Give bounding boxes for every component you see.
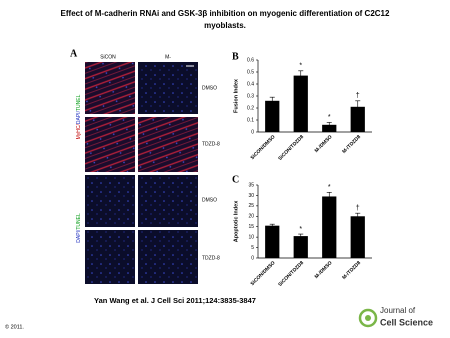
- y-tick-label: 5: [251, 245, 254, 251]
- y-tick-label: 30: [248, 193, 254, 199]
- y-tick-label: 0: [251, 255, 254, 261]
- stain-label: DAPI/TUNEL: [76, 213, 82, 243]
- micrograph: [85, 62, 135, 114]
- bar: [350, 216, 365, 258]
- micrograph: [138, 175, 198, 227]
- row-label: DMSO: [202, 197, 217, 203]
- bar: [293, 75, 308, 132]
- panel-label: C: [232, 174, 239, 185]
- x-tick-label: M-/DMSO: [314, 134, 334, 154]
- error-bar: [269, 223, 275, 228]
- significance-mark: †: [356, 93, 360, 100]
- bar: [293, 236, 308, 258]
- bar: [265, 225, 280, 258]
- y-axis-label: Apoptotic Index: [233, 200, 239, 242]
- stain-part: DAPI/: [76, 229, 82, 243]
- copyright: © 2011.: [5, 323, 24, 330]
- column-label: M-: [165, 54, 171, 60]
- error-bar: [326, 122, 332, 128]
- significance-mark: *: [299, 63, 302, 70]
- y-axis-label: Fusion Index: [233, 78, 239, 113]
- y-tick-label: 0.3: [247, 93, 254, 99]
- logo-text: Cell Science: [380, 317, 433, 327]
- y-tick-label: 15: [248, 224, 254, 230]
- x-tick-label: M-/DMSO: [314, 260, 334, 280]
- panel-label: B: [232, 51, 239, 62]
- y-tick-label: 0.1: [247, 117, 254, 123]
- error-bar: [298, 70, 304, 81]
- micrograph: [85, 175, 135, 227]
- error-bar: [326, 192, 332, 201]
- x-tick-label: SiCON/DMSO: [250, 134, 277, 161]
- y-tick-label: 0.2: [247, 105, 254, 111]
- error-bar: [355, 212, 361, 220]
- row-label: DMSO: [202, 85, 217, 91]
- bar: [265, 100, 280, 132]
- y-tick-label: 0: [251, 129, 254, 135]
- micrograph: [138, 117, 198, 172]
- stain-part: TUNEL: [76, 213, 82, 230]
- citation: Yan Wang et al. J Cell Sci 2011;124:3835…: [94, 296, 256, 305]
- x-tick-label: SiCON/DMSO: [250, 260, 277, 287]
- micrograph: [138, 62, 198, 114]
- significance-mark: †: [356, 205, 360, 212]
- y-tick-label: 0.5: [247, 69, 254, 75]
- micrograph: [85, 230, 135, 284]
- y-tick-label: 0.6: [247, 57, 254, 63]
- stain-part: TUNEL: [76, 94, 82, 111]
- y-tick-label: 35: [248, 182, 254, 188]
- row-label: TDZD-8: [202, 141, 220, 147]
- micrographs: [85, 62, 198, 284]
- row-label: TDZD-8: [202, 255, 220, 261]
- journal-logo: Journal of Cell Science: [358, 306, 433, 328]
- y-tick-label: 10: [248, 234, 254, 240]
- x-tick-label: SiCON/TDZD8: [277, 260, 305, 288]
- error-bar: [355, 100, 361, 114]
- bar: [322, 124, 337, 132]
- panel-label: A: [70, 48, 78, 59]
- logo-icon: [365, 315, 371, 321]
- y-tick-label: 25: [248, 203, 254, 209]
- error-bar: [269, 96, 275, 105]
- y-tick-label: 20: [248, 214, 254, 220]
- title: Effect of M-cadherin RNAi and GSK-3β inh…: [61, 9, 390, 18]
- bar: [322, 196, 337, 258]
- x-tick-label: SiCON/TDZD8: [277, 134, 305, 162]
- title: myoblasts.: [204, 21, 246, 30]
- error-bar: [298, 233, 304, 239]
- micrograph: [138, 230, 198, 284]
- x-tick-label: M-/TDZD8: [341, 134, 362, 155]
- significance-mark: *: [299, 226, 302, 233]
- column-label: SiCON: [100, 54, 116, 60]
- stain-part: DAPI/: [76, 110, 82, 124]
- y-tick-label: 0.4: [247, 81, 254, 87]
- stain-label: MyHC/DAPI/TUNEL: [76, 94, 82, 139]
- logo-icon: [358, 308, 378, 328]
- logo-text: Journal of: [380, 306, 416, 315]
- bar: [350, 106, 365, 132]
- significance-mark: *: [328, 184, 331, 191]
- significance-mark: *: [328, 114, 331, 121]
- stain-part: MyHC/: [76, 123, 82, 139]
- x-tick-label: M-/TDZD8: [341, 260, 362, 281]
- micrograph: [85, 117, 135, 172]
